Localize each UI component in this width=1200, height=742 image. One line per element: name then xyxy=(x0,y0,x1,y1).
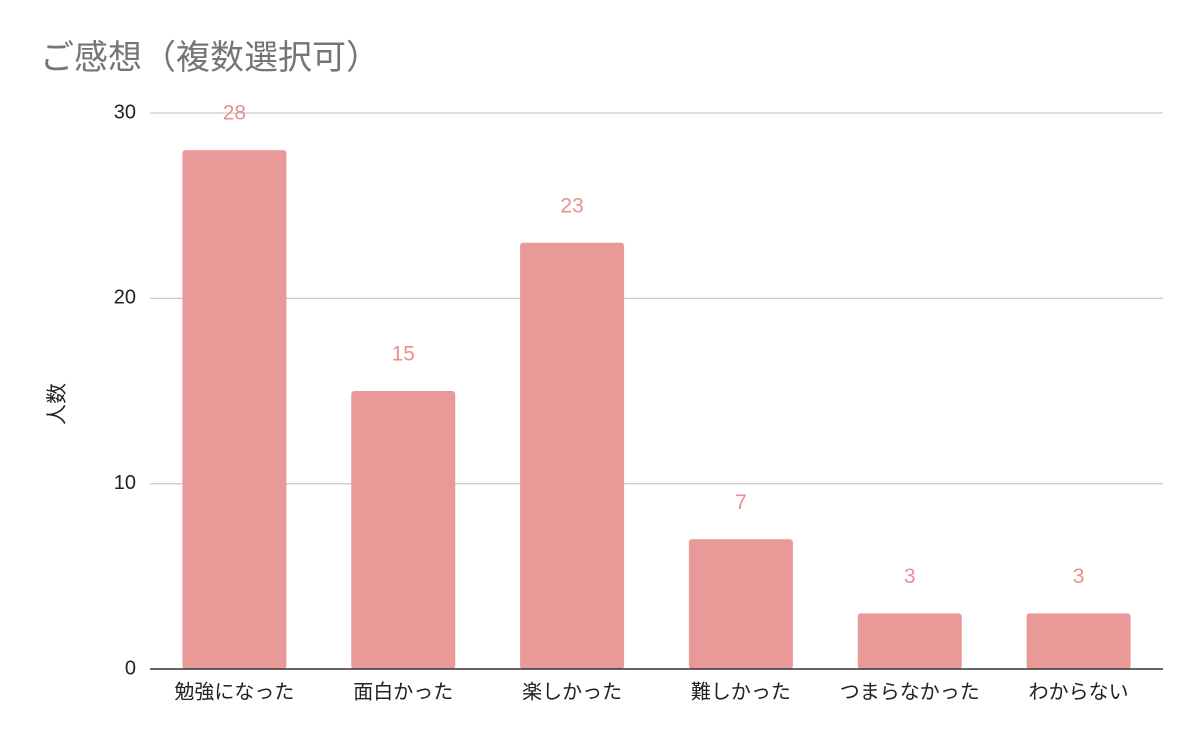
label-layer: 28 15 23 7 3 3 xyxy=(223,102,1085,588)
axis-layer: 0 10 20 30 勉強になった 面白かった 楽しかった 難しかった つまらなかった わからない xyxy=(114,101,1163,704)
y-axis-title: 人数 xyxy=(45,383,69,425)
data-label: 7 xyxy=(735,491,747,514)
bar-layer xyxy=(182,150,1131,670)
x-tick-label: 勉強になった xyxy=(174,680,294,704)
x-tick-label: つまらなかった xyxy=(840,680,980,704)
y-tick-label: 10 xyxy=(114,472,136,494)
bar xyxy=(688,539,793,669)
bar xyxy=(857,613,962,669)
y-tick-label: 0 xyxy=(125,657,136,679)
data-label: 23 xyxy=(560,194,583,217)
x-tick-label: 楽しかった xyxy=(522,680,622,704)
data-label: 3 xyxy=(1073,565,1085,588)
chart-title: ご感想（複数選択可） xyxy=(40,38,380,78)
x-tick-label: わからない xyxy=(1029,680,1129,704)
bar xyxy=(182,150,287,670)
y-tick-label: 30 xyxy=(114,101,136,123)
x-tick-label: 面白かった xyxy=(353,680,453,704)
data-label: 3 xyxy=(904,565,916,588)
y-tick-label: 20 xyxy=(114,287,136,309)
grid-layer xyxy=(150,112,1163,485)
bar xyxy=(351,391,456,669)
data-label: 15 xyxy=(392,343,415,366)
data-label: 28 xyxy=(223,102,246,125)
bar xyxy=(520,242,625,669)
x-tick-label: 難しかった xyxy=(691,680,791,704)
bar xyxy=(1026,613,1131,669)
